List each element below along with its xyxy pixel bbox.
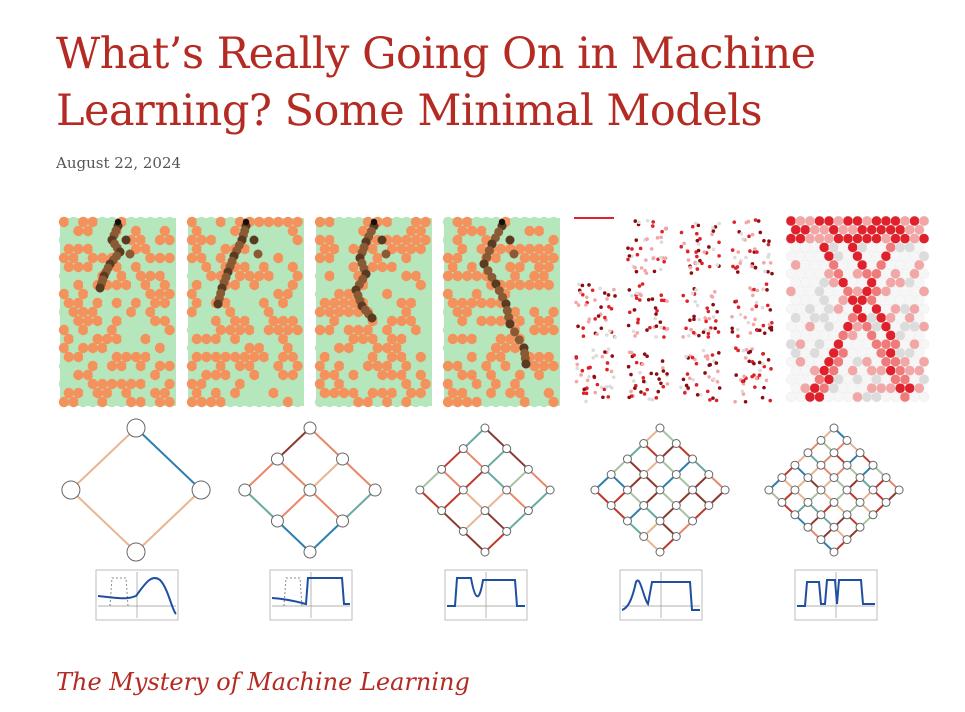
red-tile (681, 287, 721, 339)
diamond-network (238, 421, 382, 559)
function-plot (619, 569, 703, 621)
diamond-network (61, 418, 211, 562)
hex-panel (314, 216, 432, 408)
article-date: August 22, 2024 (56, 154, 182, 172)
function-plots (95, 569, 878, 621)
red-tile (679, 348, 722, 403)
header-figure (58, 215, 930, 621)
red-tile (730, 282, 774, 338)
diamond-network (590, 423, 730, 557)
red-tile (733, 346, 773, 404)
red-evolution-panels (574, 215, 930, 404)
hex-panel (442, 216, 560, 408)
red-tile (626, 282, 670, 339)
red-tile (626, 218, 668, 276)
section-heading: The Mystery of Machine Learning (56, 668, 470, 696)
function-plot (794, 569, 878, 621)
hex-grid-panels (58, 216, 560, 408)
red-tile (626, 350, 670, 402)
red-hex-panel (785, 215, 930, 403)
red-tile (679, 221, 721, 275)
diamond-network (415, 423, 555, 557)
function-plot (95, 569, 179, 621)
red-tile (574, 347, 616, 404)
diamond-networks (61, 418, 904, 562)
article-title: What’s Really Going On in Machine Learni… (56, 29, 816, 136)
red-tile (574, 282, 617, 339)
function-plot (269, 569, 353, 621)
red-tile-grid (574, 217, 774, 404)
hex-panel (58, 216, 176, 408)
function-plot (444, 569, 528, 621)
diamond-network (764, 423, 904, 557)
hex-panel (186, 216, 304, 408)
red-tile (730, 218, 774, 276)
